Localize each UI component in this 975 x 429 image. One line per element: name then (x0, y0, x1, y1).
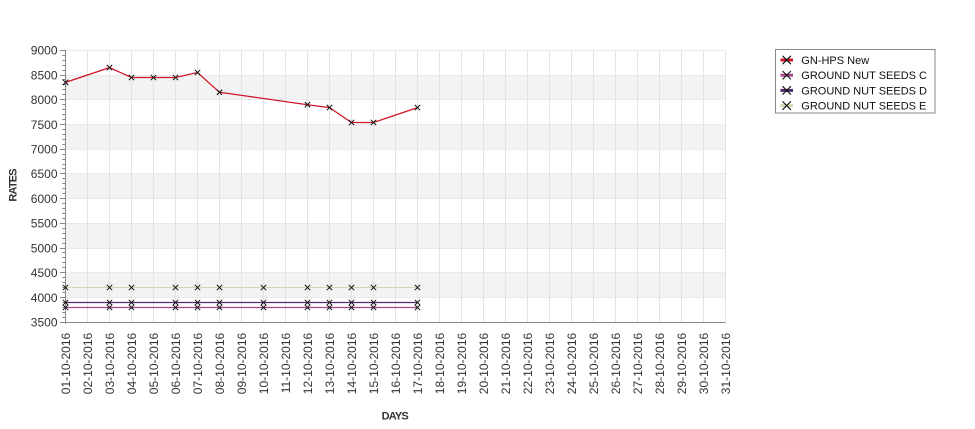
svg-text:17-10-2016: 17-10-2016 (411, 332, 425, 394)
svg-text:13-10-2016: 13-10-2016 (323, 332, 337, 394)
svg-text:7000: 7000 (31, 143, 58, 157)
svg-text:19-10-2016: 19-10-2016 (455, 332, 469, 394)
svg-text:16-10-2016: 16-10-2016 (389, 332, 403, 394)
svg-text:24-10-2016: 24-10-2016 (565, 332, 579, 394)
svg-text:23-10-2016: 23-10-2016 (543, 332, 557, 394)
svg-text:GROUND NUT SEEDS E: GROUND NUT SEEDS E (801, 101, 926, 113)
svg-text:02-10-2016: 02-10-2016 (81, 332, 95, 394)
svg-text:06-10-2016: 06-10-2016 (169, 332, 183, 394)
svg-text:22-10-2016: 22-10-2016 (521, 332, 535, 394)
svg-text:4500: 4500 (31, 266, 58, 280)
svg-text:25-10-2016: 25-10-2016 (587, 332, 601, 394)
svg-text:28-10-2016: 28-10-2016 (653, 332, 667, 394)
svg-text:18-10-2016: 18-10-2016 (433, 332, 447, 394)
svg-text:6000: 6000 (31, 192, 58, 206)
svg-text:26-10-2016: 26-10-2016 (609, 332, 623, 394)
svg-text:11-10-2016: 11-10-2016 (279, 332, 293, 393)
svg-text:09-10-2016: 09-10-2016 (235, 332, 249, 394)
svg-text:04-10-2016: 04-10-2016 (125, 332, 139, 394)
svg-text:4000: 4000 (31, 291, 58, 305)
svg-text:9000: 9000 (31, 44, 58, 58)
svg-text:31-10-2016: 31-10-2016 (719, 332, 733, 394)
svg-text:8500: 8500 (31, 68, 58, 82)
svg-text:15-10-2016: 15-10-2016 (367, 332, 381, 394)
svg-text:30-10-2016: 30-10-2016 (697, 332, 711, 394)
svg-text:8000: 8000 (31, 93, 58, 107)
svg-text:7500: 7500 (31, 118, 58, 132)
svg-text:20-10-2016: 20-10-2016 (477, 332, 491, 394)
svg-text:3500: 3500 (31, 316, 58, 330)
svg-text:6500: 6500 (31, 167, 58, 181)
svg-text:07-10-2016: 07-10-2016 (191, 332, 205, 394)
svg-text:DAYS: DAYS (382, 411, 409, 423)
svg-text:5500: 5500 (31, 217, 58, 231)
svg-text:GROUND NUT SEEDS D: GROUND NUT SEEDS D (801, 85, 927, 97)
svg-text:14-10-2016: 14-10-2016 (345, 332, 359, 394)
svg-text:05-10-2016: 05-10-2016 (147, 332, 161, 394)
svg-text:5000: 5000 (31, 241, 58, 255)
svg-text:RATES: RATES (8, 169, 20, 202)
svg-text:27-10-2016: 27-10-2016 (631, 332, 645, 394)
svg-text:01-10-2016: 01-10-2016 (59, 332, 73, 394)
svg-text:21-10-2016: 21-10-2016 (499, 332, 513, 394)
svg-text:08-10-2016: 08-10-2016 (213, 332, 227, 394)
svg-text:29-10-2016: 29-10-2016 (675, 332, 689, 394)
svg-text:12-10-2016: 12-10-2016 (301, 332, 315, 394)
svg-text:GN-HPS New: GN-HPS New (801, 55, 869, 67)
svg-text:10-10-2016: 10-10-2016 (257, 332, 271, 394)
svg-text:03-10-2016: 03-10-2016 (103, 332, 117, 394)
svg-text:GROUND NUT SEEDS C: GROUND NUT SEEDS C (801, 70, 927, 82)
